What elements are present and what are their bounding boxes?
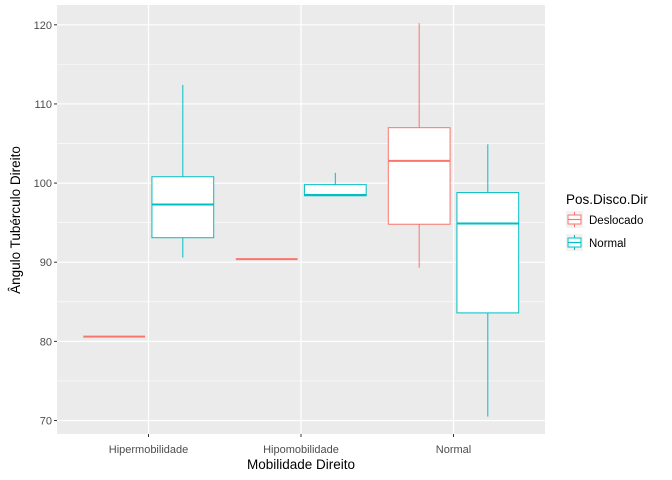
box-normal-hipomobilidade	[303, 172, 367, 197]
legend-title: Pos.Disco.Dir	[566, 192, 648, 207]
y-tick-label: 110	[34, 99, 52, 111]
y-tick-label: 120	[34, 20, 52, 32]
y-tick-label: 70	[40, 416, 52, 428]
y-axis-ticks: 70 80 90 100 110 120	[34, 20, 57, 428]
legend-key-deslocado	[566, 211, 583, 228]
y-tick-label: 90	[40, 257, 52, 269]
boxes	[83, 23, 520, 417]
x-tick-label: Hipomobilidade	[263, 444, 339, 456]
box-iqr	[456, 192, 520, 314]
box-iqr	[151, 176, 215, 239]
y-axis-title: Ângulo Tubérculo Direito	[8, 146, 23, 294]
box-normal-normal	[456, 144, 520, 417]
x-tick-label: Hipermobilidade	[109, 444, 189, 456]
x-tick-label: Normal	[436, 444, 471, 456]
x-axis-ticks: Hipermobilidade Hipomobilidade Normal	[109, 434, 471, 456]
grid-major	[57, 5, 545, 434]
x-axis-title: Mobilidade Direito	[247, 457, 355, 472]
legend-key-normal	[566, 234, 583, 251]
legend-label-normal: Normal	[589, 238, 626, 250]
box-iqr	[387, 127, 451, 225]
legend-keys: Deslocado Normal	[566, 211, 643, 251]
legend-label-deslocado: Deslocado	[589, 215, 643, 227]
box-deslocado-normal	[387, 23, 451, 268]
legend: Pos.Disco.Dir Deslocado Normal	[566, 192, 648, 251]
y-tick-label: 80	[40, 336, 52, 348]
box-normal-hipermobilidade	[151, 84, 215, 258]
y-tick-label: 100	[34, 178, 52, 190]
